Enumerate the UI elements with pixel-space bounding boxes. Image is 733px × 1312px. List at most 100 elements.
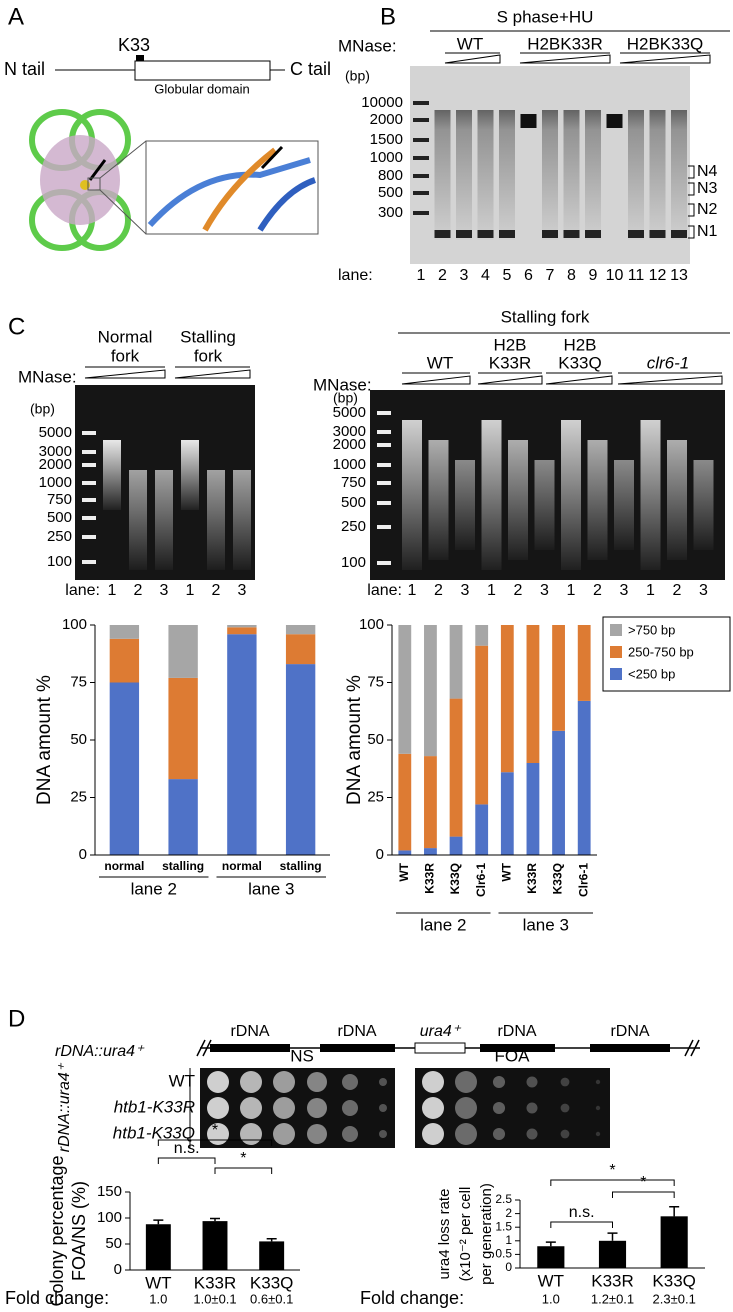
label: 1 <box>487 582 496 599</box>
gel-band <box>649 230 666 238</box>
label: 100 <box>47 553 72 570</box>
label: 800 <box>378 167 403 184</box>
x-tick-label: normal <box>104 859 144 873</box>
label: 2 <box>212 582 221 599</box>
x-tick-label: WT <box>397 862 411 881</box>
gel-smear <box>667 440 687 560</box>
label: 12 <box>649 267 667 284</box>
ladder-band <box>82 481 96 485</box>
y-tick-label: 50 <box>105 1235 122 1252</box>
bar <box>202 1221 228 1270</box>
mnase-wedge <box>174 369 251 379</box>
label: (bp) <box>30 401 55 417</box>
label: 1 <box>186 582 195 599</box>
label: H2BK33R <box>527 34 603 53</box>
inset-strand <box>202 147 277 232</box>
bar <box>598 1240 627 1268</box>
label: 8 <box>567 267 576 284</box>
x-tick-label: K33Q <box>448 863 462 894</box>
gel-smear <box>181 440 199 510</box>
label: N tail <box>4 59 45 79</box>
gel-smear <box>628 110 644 240</box>
label: rDNA <box>610 1023 649 1040</box>
significance-label: n.s. <box>174 1140 200 1157</box>
label: FOA <box>495 1046 531 1065</box>
bar <box>259 1241 285 1270</box>
label: rDNA <box>337 1023 376 1040</box>
label: lane: <box>367 582 402 599</box>
bar-segment <box>449 625 463 699</box>
label: 750 <box>341 474 366 491</box>
label: H2B <box>563 335 596 354</box>
spot <box>342 1074 358 1090</box>
spot <box>455 1071 477 1093</box>
label: 500 <box>378 184 403 201</box>
label: 3 <box>160 582 169 599</box>
label: 1500 <box>370 131 403 148</box>
x-tick-label: WT <box>145 1273 171 1292</box>
bar <box>660 1216 688 1268</box>
significance-bracket <box>550 1221 613 1228</box>
structure-image <box>29 109 319 251</box>
bar-segment <box>449 836 463 855</box>
y-tick-label: 0 <box>505 1260 512 1274</box>
error-bar <box>607 1232 618 1241</box>
label: 500 <box>341 494 366 511</box>
y-axis-label: per generation) <box>478 1183 495 1285</box>
ladder-band <box>413 156 429 160</box>
gel-smear <box>640 420 661 570</box>
gel-smear <box>456 110 472 240</box>
gel-band <box>434 230 451 238</box>
gel-band <box>606 114 623 128</box>
y-tick-label: 0.5 <box>495 1247 512 1261</box>
bar-segment <box>424 625 437 757</box>
y-tick-label: 100 <box>62 616 87 633</box>
label: N4 <box>697 163 718 180</box>
label: (bp) <box>333 390 358 406</box>
spot <box>455 1097 477 1119</box>
gel-smear <box>155 470 173 570</box>
ladder-band <box>82 431 96 435</box>
label: H2B <box>493 335 526 354</box>
y-tick-label: 2.5 <box>495 1192 512 1206</box>
fold-change: 1.0 <box>542 1291 560 1306</box>
bar-segment <box>500 625 514 773</box>
legend-swatch <box>610 624 622 636</box>
spot-plate <box>415 1068 610 1148</box>
label: 10 <box>606 267 624 284</box>
spot <box>273 1097 295 1119</box>
legend-swatch <box>610 646 622 658</box>
label: 500 <box>47 509 72 526</box>
spot <box>455 1123 477 1145</box>
ladder-band <box>377 481 391 485</box>
label: NS <box>290 1046 314 1065</box>
spot <box>526 1102 538 1114</box>
label: 2000 <box>333 436 366 453</box>
label: 1 <box>408 582 417 599</box>
ladder-band <box>377 463 391 467</box>
spot <box>342 1100 358 1116</box>
label: 5 <box>503 267 512 284</box>
ladder-band <box>377 525 391 529</box>
bar <box>537 1246 565 1268</box>
y-axis-label: DNA amount % <box>34 675 55 805</box>
gel-band <box>477 230 494 238</box>
mnase-wedge <box>444 54 501 64</box>
label: WT <box>457 34 483 53</box>
y-axis-label: (x10⁻² per cell <box>457 1187 474 1282</box>
ladder-band <box>377 561 391 565</box>
label: 4 <box>481 267 490 284</box>
bar-segment <box>398 850 412 855</box>
ladder-band <box>82 450 96 454</box>
bar-segment <box>526 625 540 763</box>
x-tick-label: normal <box>222 859 262 873</box>
band-bracket <box>688 203 695 217</box>
mnase-wedge <box>545 375 613 385</box>
y-axis-label: ura4 loss rate <box>436 1189 453 1280</box>
label: MNase: <box>313 375 372 394</box>
ladder-band <box>413 191 429 195</box>
label: Stalling <box>180 327 236 346</box>
label: htb1-K33Q <box>113 1123 195 1142</box>
y-tick-label: 50 <box>70 731 87 748</box>
